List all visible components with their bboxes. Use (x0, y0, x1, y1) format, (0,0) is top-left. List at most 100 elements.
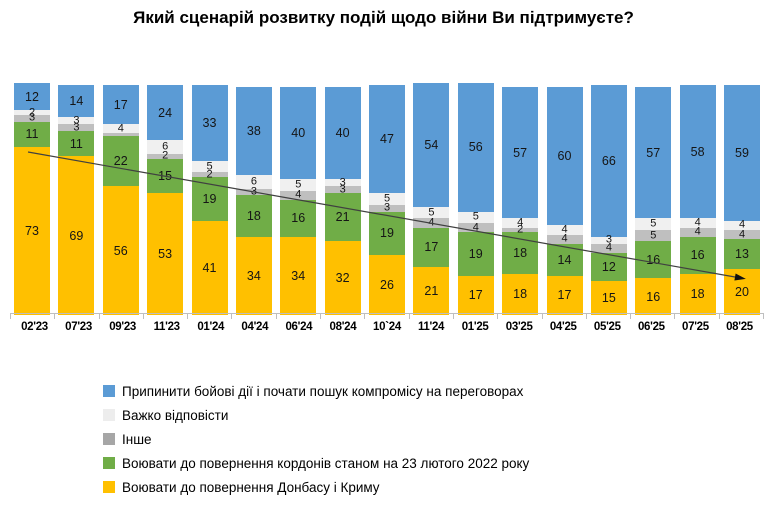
bar-value-label: 57 (646, 145, 661, 160)
bar-value-label: 53 (158, 246, 173, 261)
bar-segment: 4 (413, 217, 450, 228)
axis-tick (763, 313, 764, 319)
bar-segment: 6 (147, 140, 184, 155)
bar-value-label: 16 (646, 289, 661, 304)
bar-value-label: 4 (738, 218, 746, 231)
legend-label: Припинити бойові дії і почати пошук комп… (122, 383, 524, 399)
bar-08'25: 59 4 4 13 20 (724, 85, 760, 315)
bar-value-label: 11 (25, 127, 39, 142)
bar-segment: 53 (147, 193, 184, 315)
bar-05'25: 66 3 4 12 15 (590, 85, 627, 315)
bar-value-label: 15 (601, 290, 616, 305)
bar-segment: 3 (58, 115, 95, 126)
x-axis-label: 01'25 (461, 321, 489, 333)
bar-segment: 18 (235, 195, 272, 237)
axis-tick (408, 313, 410, 319)
bar-segment: 40 (324, 87, 361, 180)
bar-segment: 16 (635, 241, 672, 279)
bar-segment: 19 (457, 232, 494, 276)
bar-value-label: 17 (557, 288, 572, 303)
legend-label: Важко відповісти (122, 407, 229, 423)
x-axis-label: 02'23 (21, 321, 48, 333)
bar-segment: 22 (102, 135, 139, 187)
x-axis-label: 07'23 (65, 321, 92, 333)
bar-value-label: 33 (202, 115, 217, 130)
bar-value-label: 73 (25, 223, 39, 238)
x-axis-labels: 02'23 07'23 09'23 11'23 01'24 04'24 06'24 08'24… (13, 321, 761, 333)
bar-value-label: 56 (113, 243, 128, 258)
bar-value-label: 60 (557, 149, 572, 164)
axis-tick (541, 313, 543, 319)
bar-segment: 14 (546, 243, 583, 276)
bar-segment: 41 (191, 220, 228, 315)
bar-segment: 20 (724, 269, 760, 315)
bar-segment: 3 (58, 122, 95, 133)
axis-tick (452, 313, 454, 319)
bar-value-label: 21 (424, 283, 439, 298)
bar-segment: 17 (413, 227, 450, 267)
bar-segment: 26 (369, 255, 405, 315)
bar-segment: 38 (235, 87, 272, 175)
bar-segment: 2 (502, 224, 539, 235)
axis-tick (674, 313, 676, 319)
bar-value-label: 4 (117, 122, 124, 135)
legend-item-other: Інше (103, 427, 529, 451)
bar-value-label: 38 (246, 123, 261, 138)
legend-item-fight-donbas-crimea: Воювати до повернення Донбасу і Криму (103, 475, 529, 499)
bar-segment: 17 (546, 275, 583, 315)
bar-value-label: 15 (158, 168, 173, 183)
x-axis-label: 06'25 (637, 321, 665, 333)
bar-segment: 54 (413, 82, 450, 207)
bar-segment: 18 (502, 232, 539, 274)
bar-04'25: 60 4 4 14 17 (546, 87, 583, 315)
bar-value-label: 5 (650, 217, 657, 230)
bar-value-label: 3 (28, 111, 36, 124)
bar-value-label: 21 (335, 210, 350, 224)
x-axis-label: 06'24 (285, 321, 313, 333)
bar-segment: 59 (724, 85, 760, 221)
chart-title: Який сценарій розвитку подій щодо війни … (133, 8, 634, 27)
bar-value-label: 12 (25, 89, 39, 104)
x-axis-label: 03'25 (505, 321, 533, 333)
bar-segment: 33 (191, 85, 228, 161)
bar-segment: 4 (724, 219, 760, 230)
bar-segment: 15 (147, 158, 184, 194)
bar-segment: 24 (147, 85, 184, 141)
bar-segment: 4 (546, 233, 583, 244)
bar-value-label: 34 (246, 268, 261, 283)
legend-item-hard-to-say: Важко відповісти (103, 403, 529, 427)
bar-segment: 11 (14, 121, 50, 148)
bar-segment: 56 (102, 186, 139, 315)
bar-value-label: 2 (517, 223, 524, 236)
axis-tick (718, 313, 720, 319)
bar-11'24: 54 5 4 17 21 (413, 82, 450, 315)
x-axis-label: 09'23 (109, 321, 137, 333)
gray-swatch-icon (103, 433, 115, 445)
bar-segment: 4 (679, 226, 716, 237)
bar-segment: 4 (590, 242, 627, 253)
yellow-swatch-icon (103, 481, 115, 493)
bar-segment: 2 (147, 150, 184, 161)
bar-segment: 58 (679, 85, 716, 219)
bar-segment: 57 (635, 87, 672, 219)
bar-value-label: 11 (69, 136, 83, 151)
x-axis-label: 08'25 (726, 321, 753, 333)
bar-value-label: 4 (295, 188, 302, 201)
axis-tick (320, 313, 322, 319)
bar-segment: 5 (635, 230, 672, 242)
bar-value-label: 17 (113, 97, 128, 112)
bar-11'23: 24 6 2 15 53 (147, 85, 184, 315)
x-axis-label: 11'24 (417, 321, 445, 333)
x-axis-line (10, 313, 763, 314)
bar-segment: 16 (280, 200, 317, 237)
bar-value-label: 16 (690, 247, 705, 262)
bar-value-label: 3 (73, 121, 80, 134)
axis-tick (142, 313, 144, 319)
bar-value-label: 5 (650, 229, 657, 242)
bar-value-label: 2 (162, 149, 169, 162)
axis-tick (585, 313, 587, 319)
bar-value-label: 58 (690, 144, 705, 159)
bar-value-label: 59 (735, 145, 749, 160)
bar-03'25: 57 4 2 18 18 (502, 87, 539, 315)
